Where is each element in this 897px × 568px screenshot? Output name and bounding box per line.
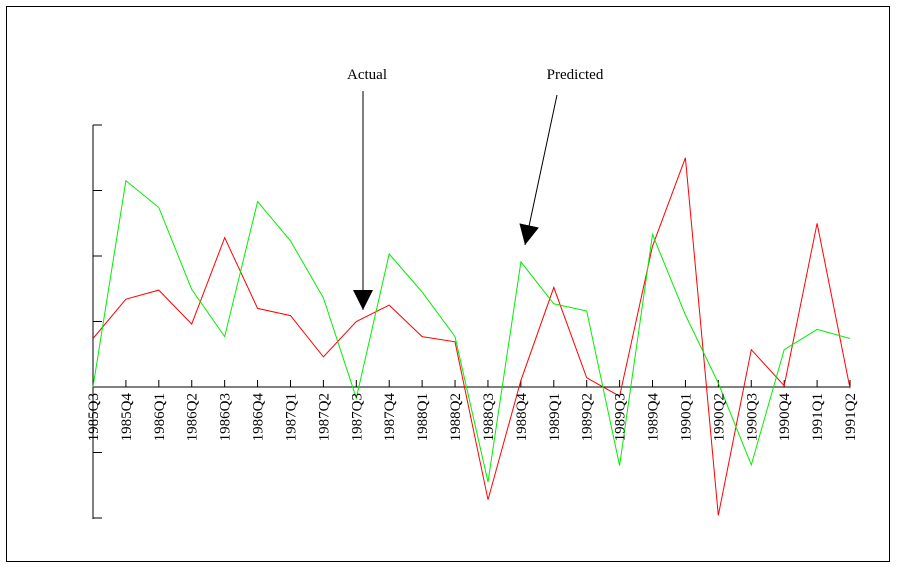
annotation-label-predicted: Predicted: [547, 67, 604, 83]
chart-frame: 1985Q3 1985Q4 1986Q1 1986Q2 1986Q3 1986Q4 1987…: [6, 6, 890, 562]
x-tick-label: 1987Q2: [316, 393, 332, 441]
x-tick-label: 1987Q1: [283, 393, 299, 441]
x-tick-label: 1991Q2: [843, 393, 859, 441]
annotation-arrow-predicted: [519, 94, 558, 246]
x-tick-label: 1990Q2: [711, 393, 727, 441]
x-tick-label: 1991Q1: [810, 393, 826, 441]
x-tick-label: 1989Q1: [547, 393, 563, 441]
series-layer: [92, 157, 851, 516]
x-tick-label: 1987Q3: [349, 393, 365, 441]
x-tick-label: 1988Q1: [415, 393, 431, 441]
x-tick-label: 1989Q3: [613, 393, 629, 441]
ticks: [92, 124, 851, 519]
x-tick-label: 1985Q3: [86, 393, 102, 441]
series-line-actual: [92, 157, 851, 516]
x-tick-label: 1990Q3: [744, 393, 760, 441]
x-tick-label: 1988Q3: [481, 393, 497, 441]
x-tick-label: 1988Q2: [448, 393, 464, 441]
x-tick-label: 1985Q4: [119, 393, 135, 442]
line-chart: 1985Q3 1985Q4 1986Q1 1986Q2 1986Q3 1986Q4 1987…: [86, 67, 859, 519]
series-line-predicted: [92, 179, 851, 483]
annotation-label-actual: Actual: [347, 67, 387, 83]
x-tick-label: 1989Q2: [580, 393, 596, 441]
x-tick-label: 1987Q4: [382, 393, 398, 442]
x-tick-label: 1990Q4: [777, 393, 793, 442]
x-tick-label: 1988Q4: [514, 393, 530, 442]
x-tick-labels: 1985Q3 1985Q4 1986Q1 1986Q2 1986Q3 1986Q4 1987…: [86, 393, 859, 442]
x-tick-label: 1986Q1: [152, 393, 168, 441]
x-tick-label: 1986Q3: [218, 393, 234, 441]
x-tick-label: 1990Q1: [678, 393, 694, 441]
x-tick-label: 1986Q2: [185, 393, 201, 441]
x-tick-label: 1986Q4: [251, 393, 267, 442]
axes: [92, 125, 850, 519]
annotations: Actual Predicted: [347, 67, 604, 310]
x-tick-label: 1989Q4: [646, 393, 662, 442]
